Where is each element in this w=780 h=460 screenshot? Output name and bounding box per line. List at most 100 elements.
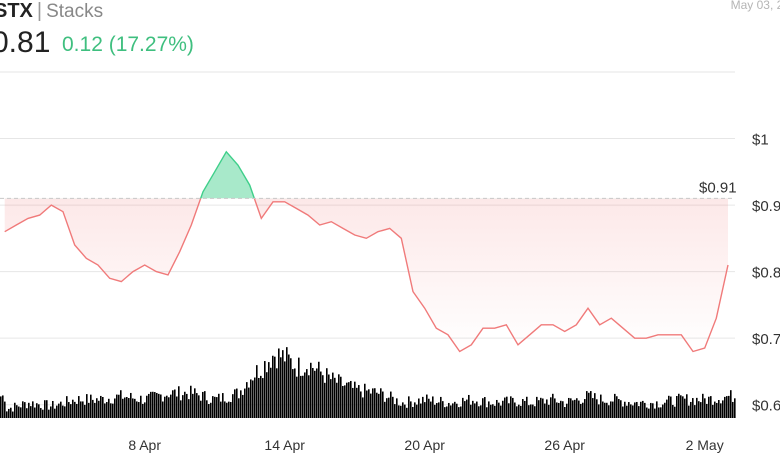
volume-bar xyxy=(452,403,454,418)
volume-bar xyxy=(412,406,414,418)
volume-bar xyxy=(494,405,496,418)
volume-bar xyxy=(290,358,292,418)
date-label: May 03, 20 xyxy=(730,0,780,12)
volume-bar xyxy=(252,380,254,418)
volume-bar xyxy=(394,404,396,418)
volume-bar xyxy=(220,401,222,418)
volume-bar xyxy=(310,362,312,418)
volume-bar xyxy=(326,368,328,418)
volume-bar xyxy=(430,401,432,418)
volume-bar xyxy=(316,368,318,418)
volume-bar xyxy=(2,395,4,418)
y-axis: $1 $0.9 $0.8 $0.7 $0.6 xyxy=(752,132,780,415)
volume-bar xyxy=(636,401,638,418)
volume-bar xyxy=(730,390,732,418)
volume-bar xyxy=(26,408,28,418)
volume-bar xyxy=(462,397,464,418)
volume-bar xyxy=(334,377,336,418)
volume-bar xyxy=(608,405,610,418)
volume-bar xyxy=(272,355,274,418)
volume-bar xyxy=(48,409,50,418)
volume-bar xyxy=(632,405,634,418)
y-tick-label: $0.9 xyxy=(752,198,780,215)
volume-bar xyxy=(486,407,488,418)
volume-bar xyxy=(376,392,378,418)
volume-bar xyxy=(270,367,272,418)
volume-bar xyxy=(74,401,76,418)
volume-bar xyxy=(468,394,470,418)
volume-bar xyxy=(122,398,124,418)
volume-bar xyxy=(466,399,468,418)
volume-bar xyxy=(152,391,154,418)
volume-bar xyxy=(22,401,24,418)
volume-bar xyxy=(356,387,358,418)
volume-bar xyxy=(438,402,440,418)
volume-bar xyxy=(170,394,172,418)
volume-bar xyxy=(690,401,692,418)
volume-bar xyxy=(450,405,452,418)
volume-bar xyxy=(436,403,438,418)
volume-bar xyxy=(156,392,158,418)
volume-bar xyxy=(660,407,662,418)
volume-bar xyxy=(84,404,86,418)
volume-bar xyxy=(418,398,420,418)
volume-bar xyxy=(8,408,10,418)
y-tick-label: $0.7 xyxy=(752,331,780,348)
volume-bar xyxy=(520,405,522,418)
volume-bar xyxy=(54,408,56,418)
volume-bar xyxy=(400,405,402,418)
volume-bar xyxy=(344,385,346,418)
volume-bar xyxy=(482,398,484,418)
volume-bar xyxy=(180,400,182,418)
volume-bar xyxy=(250,379,252,418)
volume-bar xyxy=(288,354,290,418)
volume-bar xyxy=(172,390,174,418)
volume-bar xyxy=(192,393,194,418)
volume-bar xyxy=(472,400,474,418)
volume-bar xyxy=(514,402,516,418)
volume-bar xyxy=(82,401,84,418)
volume-bar xyxy=(530,404,532,418)
volume-bar xyxy=(612,401,614,418)
volume-bar xyxy=(508,403,510,418)
volume-bar xyxy=(698,401,700,418)
volume-bar xyxy=(86,394,88,418)
volume-bar xyxy=(598,404,600,418)
volume-bar xyxy=(360,391,362,418)
volume-bar xyxy=(354,381,356,418)
volume-bar xyxy=(624,401,626,418)
volume-bar xyxy=(6,411,8,418)
volume-bar xyxy=(260,375,262,418)
volume-bar xyxy=(432,396,434,418)
ticker-symbol: STX xyxy=(0,0,33,22)
volume-bar xyxy=(506,396,508,418)
volume-bar xyxy=(634,402,636,418)
volume-bar xyxy=(382,391,384,418)
volume-bar xyxy=(548,404,550,418)
volume-bar xyxy=(706,403,708,418)
volume-bar xyxy=(182,395,184,418)
volume-bar xyxy=(534,406,536,418)
volume-bar xyxy=(610,401,612,418)
volume-bar xyxy=(464,401,466,418)
volume-bar xyxy=(302,375,304,418)
volume-bar xyxy=(656,401,658,418)
volume-bar xyxy=(40,408,42,418)
volume-bar xyxy=(292,369,294,418)
volume-bar xyxy=(588,392,590,418)
volume-bar xyxy=(244,388,246,418)
volume-bar xyxy=(678,393,680,418)
price-change: 0.12 (17.27%) xyxy=(62,33,194,56)
volume-bar xyxy=(682,396,684,418)
reference-label: $0.91 xyxy=(699,179,737,196)
volume-bar xyxy=(352,387,354,418)
volume-bar xyxy=(46,400,48,418)
volume-bar xyxy=(358,385,360,418)
volume-bar xyxy=(34,407,36,418)
volume-bar xyxy=(256,365,258,418)
volume-bar xyxy=(444,407,446,418)
volume-bar xyxy=(388,397,390,418)
volume-bar xyxy=(44,400,46,418)
volume-bar xyxy=(318,361,320,418)
volume-bar xyxy=(474,403,476,418)
